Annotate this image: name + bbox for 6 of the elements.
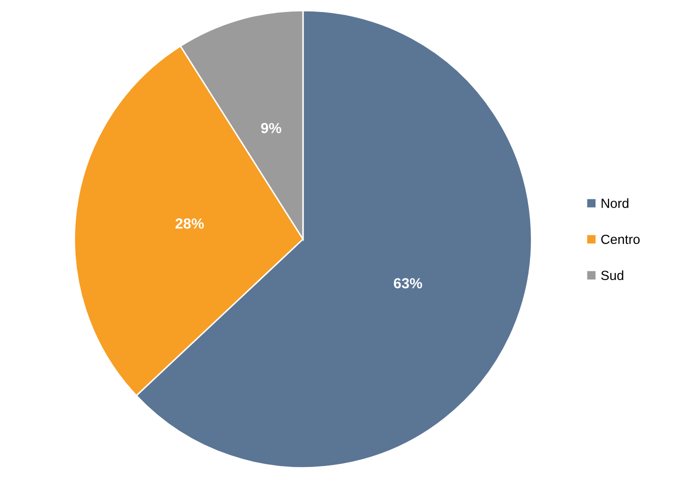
data-label: 63%: [394, 278, 422, 288]
data-label: 28%: [176, 218, 204, 229]
legend-label: Nord: [602, 198, 628, 208]
data-label: 9%: [261, 122, 282, 134]
legend-label: Sud: [601, 270, 624, 280]
legend-label: Centro: [601, 234, 640, 244]
